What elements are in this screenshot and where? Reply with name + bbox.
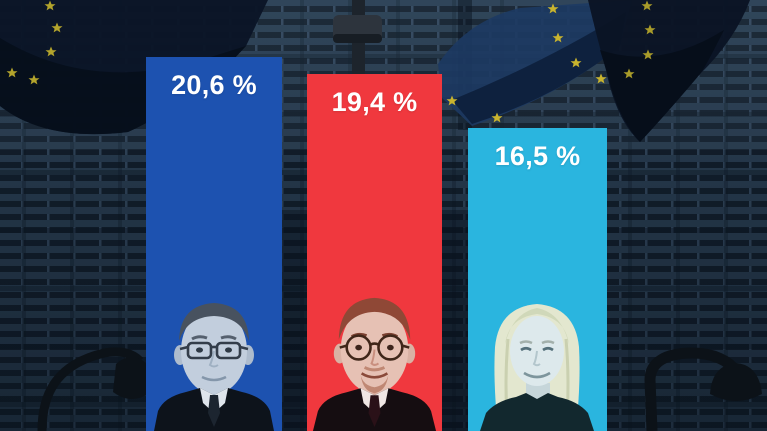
street-lamp-left (37, 347, 151, 431)
bar-2: 19,4 % (307, 74, 442, 431)
portrait-man-rect-glasses (154, 303, 274, 431)
bar-1: 20,6 % (146, 57, 282, 431)
eu-flag-right (588, 0, 750, 142)
portrait-woman-blonde (480, 304, 594, 431)
bar-3: 16,5 % (468, 128, 607, 431)
street-lamp-right (644, 347, 762, 431)
flagpole (333, 0, 382, 80)
eu-flag-middle (438, 0, 632, 126)
bar-1-value-label: 20,6 % (171, 70, 257, 100)
eu-flag-left (0, 0, 268, 135)
bar-3-value-label: 16,5 % (494, 141, 581, 171)
bar-2-value-label: 19,4 % (331, 87, 418, 117)
portrait-man-round-glasses (312, 297, 437, 431)
